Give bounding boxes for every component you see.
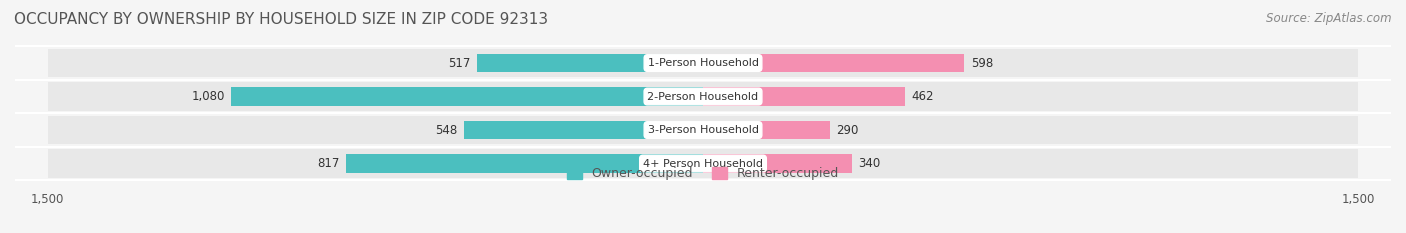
Bar <box>48 49 703 77</box>
Text: 2-Person Household: 2-Person Household <box>647 92 759 102</box>
Bar <box>231 87 703 106</box>
Text: 598: 598 <box>970 57 993 70</box>
Text: 290: 290 <box>837 123 859 137</box>
Bar <box>703 87 905 106</box>
Text: 817: 817 <box>318 157 340 170</box>
Text: 340: 340 <box>858 157 880 170</box>
Bar <box>703 149 1358 178</box>
Text: 4+ Person Household: 4+ Person Household <box>643 158 763 168</box>
Text: OCCUPANCY BY OWNERSHIP BY HOUSEHOLD SIZE IN ZIP CODE 92313: OCCUPANCY BY OWNERSHIP BY HOUSEHOLD SIZE… <box>14 12 548 27</box>
Bar <box>703 121 830 139</box>
Bar <box>477 54 703 72</box>
Text: 1,080: 1,080 <box>191 90 225 103</box>
Bar <box>346 154 703 173</box>
Bar <box>703 116 1358 144</box>
Text: 3-Person Household: 3-Person Household <box>648 125 758 135</box>
Bar <box>703 82 1358 111</box>
Text: 517: 517 <box>449 57 471 70</box>
Text: 462: 462 <box>911 90 934 103</box>
Text: Source: ZipAtlas.com: Source: ZipAtlas.com <box>1267 12 1392 25</box>
Bar <box>703 154 852 173</box>
Bar <box>464 121 703 139</box>
Text: 1-Person Household: 1-Person Household <box>648 58 758 68</box>
Bar <box>703 54 965 72</box>
Bar <box>48 116 703 144</box>
Text: 548: 548 <box>434 123 457 137</box>
Legend: Owner-occupied, Renter-occupied: Owner-occupied, Renter-occupied <box>567 167 839 180</box>
Bar <box>48 149 703 178</box>
Bar <box>48 82 703 111</box>
Bar <box>703 49 1358 77</box>
